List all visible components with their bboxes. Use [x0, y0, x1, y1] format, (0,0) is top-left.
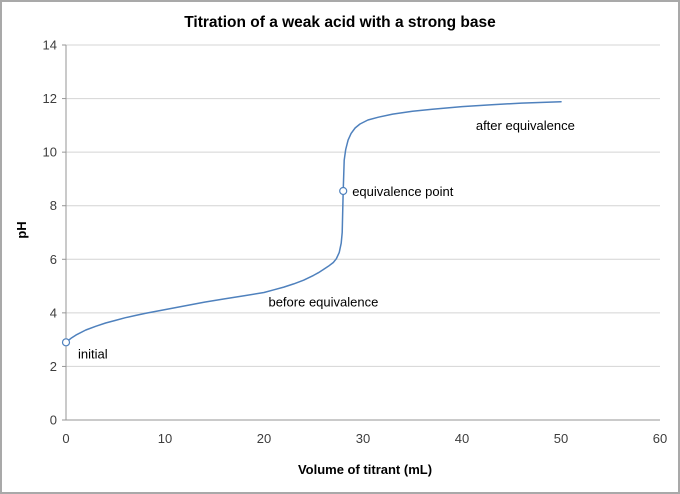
marker-label: equivalence point: [352, 184, 454, 199]
x-tick-label: 10: [158, 431, 172, 446]
annotation-text: before equivalence: [268, 295, 378, 310]
y-tick-label: 0: [50, 413, 57, 428]
y-tick-label: 10: [43, 145, 57, 160]
point-markers: initial equivalence point: [61, 184, 454, 361]
x-tick-label: 30: [356, 431, 370, 446]
x-tick-label: 40: [455, 431, 469, 446]
x-tick-label: 60: [653, 431, 667, 446]
annotation-text: after equivalence: [476, 118, 575, 133]
data-point-marker: [61, 338, 71, 347]
x-tick-label: 20: [257, 431, 271, 446]
y-tick-label: 8: [50, 198, 57, 213]
tick-labels: 0 2 4 6 8 10 12 14 0 10 20 30 40 50 60: [43, 38, 668, 447]
y-axis-title: pH: [14, 221, 29, 238]
x-tick-label: 0: [62, 431, 69, 446]
axes: [62, 44, 660, 421]
y-tick-label: 14: [43, 38, 57, 53]
data-point-marker: [339, 186, 348, 196]
gridlines: [66, 44, 660, 421]
titration-curve: [65, 101, 562, 344]
chart-title: Titration of a weak acid with a strong b…: [184, 14, 496, 31]
annotations: before equivalence after equivalence: [268, 118, 574, 310]
x-tick-label: 50: [554, 431, 568, 446]
y-tick-label: 12: [43, 91, 57, 106]
marker-label: initial: [78, 346, 108, 361]
x-axis-title: Volume of titrant (mL): [298, 462, 432, 477]
y-tick-label: 6: [50, 252, 57, 267]
curve-path: [65, 101, 562, 344]
y-tick-label: 2: [50, 359, 57, 374]
y-tick-label: 4: [50, 305, 57, 320]
